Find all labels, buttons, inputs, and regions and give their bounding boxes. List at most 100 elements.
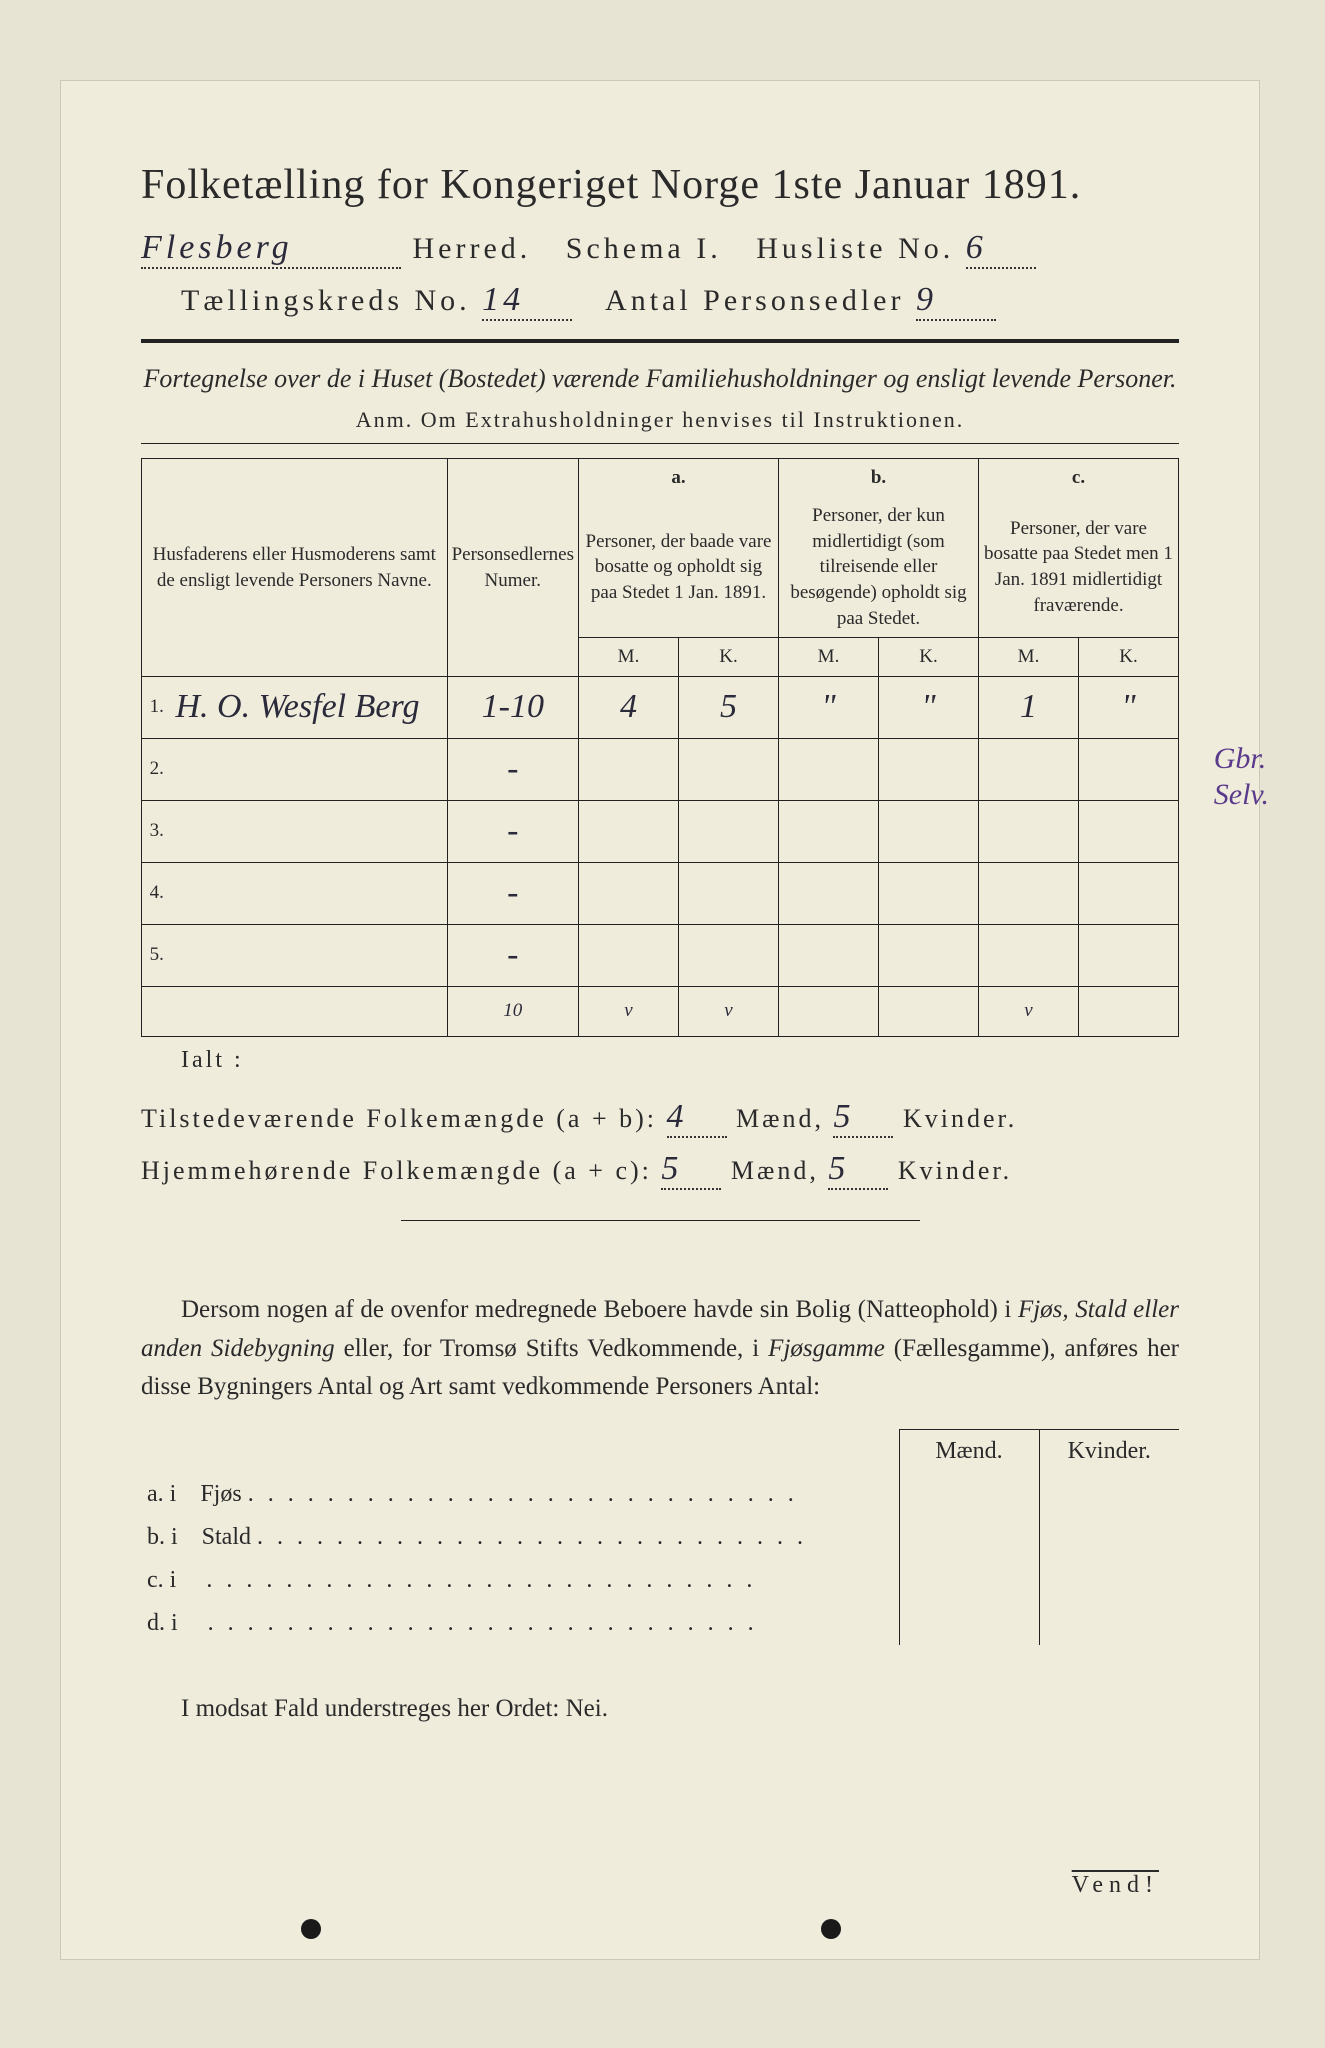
- cell-bK: [879, 924, 979, 986]
- row-number: 5.: [142, 924, 172, 986]
- sub-kvinder-cell: [1039, 1602, 1179, 1645]
- cell-bK: [879, 862, 979, 924]
- sub-label: b. i Stald . . . . . . . . . . . . . . .…: [141, 1516, 899, 1559]
- subtable-row: a. i Fjøs . . . . . . . . . . . . . . . …: [141, 1473, 1179, 1516]
- cell-name: [172, 862, 448, 924]
- cell-bM: [779, 924, 879, 986]
- sub-kvinder-cell: [1039, 1516, 1179, 1559]
- summary-line-2: Hjemmehørende Folkemængde (a + c): 5 Mæn…: [141, 1150, 1179, 1190]
- cell-name: H. O. Wesfel Berg: [172, 676, 448, 738]
- th-a-m: M.: [579, 638, 679, 677]
- sub-kvinder-cell: [1039, 1559, 1179, 1602]
- cell-aK: [679, 924, 779, 986]
- sub-label: c. i . . . . . . . . . . . . . . . . . .…: [141, 1559, 899, 1602]
- binding-hole: [821, 1919, 841, 1939]
- subtable-row: c. i . . . . . . . . . . . . . . . . . .…: [141, 1559, 1179, 1602]
- th-c: Personer, der vare bosatte paa Stedet me…: [979, 497, 1179, 638]
- rule-2: [141, 443, 1179, 444]
- sub-th-kvinder: Kvinder.: [1039, 1430, 1179, 1474]
- husliste-label: Husliste No.: [756, 232, 954, 265]
- th-a-top: a.: [579, 459, 779, 497]
- vend-label: Vend!: [1072, 1872, 1159, 1899]
- husliste-value: 6: [966, 229, 987, 266]
- personsedler-label: Antal Personsedler: [605, 284, 904, 317]
- table-row: 5.-: [142, 924, 1179, 986]
- ialt-label: Ialt :: [181, 1047, 1179, 1074]
- cell-numer: -: [447, 862, 578, 924]
- table-row: 3. -: [142, 800, 1179, 862]
- cell-numer: 1-10: [447, 676, 578, 738]
- cell-cM: [979, 862, 1079, 924]
- row-number: 3.: [142, 800, 172, 862]
- cell-cK: [1079, 924, 1179, 986]
- th-c-k: K.: [1079, 638, 1179, 677]
- header-line-1: Flesberg Herred. Schema I. Husliste No. …: [141, 229, 1179, 269]
- table-row: 4. -: [142, 862, 1179, 924]
- cell-cK: [1079, 738, 1179, 800]
- total-cK: [1079, 986, 1179, 1036]
- footer-text: I modsat Fald understreges her Ordet: Ne…: [141, 1695, 1179, 1723]
- sub-label: a. i Fjøs . . . . . . . . . . . . . . . …: [141, 1473, 899, 1516]
- total-aM: v: [579, 986, 679, 1036]
- cell-bM: [779, 800, 879, 862]
- main-title: Folketælling for Kongeriget Norge 1ste J…: [141, 161, 1179, 209]
- th-b-top: b.: [779, 459, 979, 497]
- census-form-page: Folketælling for Kongeriget Norge 1ste J…: [60, 80, 1260, 1960]
- total-bM: [779, 986, 879, 1036]
- cell-cK: [1079, 800, 1179, 862]
- th-a-k: K.: [679, 638, 779, 677]
- cell-bK: ": [879, 676, 979, 738]
- total-aK: v: [679, 986, 779, 1036]
- sub-maend-cell: [899, 1602, 1039, 1645]
- cell-aK: [679, 862, 779, 924]
- sub-maend-cell: [899, 1516, 1039, 1559]
- table-row: 1.H. O. Wesfel Berg1-1045""1": [142, 676, 1179, 738]
- cell-name: [172, 800, 448, 862]
- row-number: 2.: [142, 738, 172, 800]
- building-table: Mænd. Kvinder. a. i Fjøs . . . . . . . .…: [141, 1429, 1179, 1645]
- cell-bK: [879, 738, 979, 800]
- table-row: 2. -: [142, 738, 1179, 800]
- cell-bK: [879, 800, 979, 862]
- cell-aM: [579, 738, 679, 800]
- cell-numer: -: [447, 738, 578, 800]
- cell-aM: [579, 800, 679, 862]
- th-numer: Personsedlernes Numer.: [447, 459, 578, 676]
- cell-bM: [779, 738, 879, 800]
- sub-maend-cell: [899, 1473, 1039, 1516]
- cell-bM: [779, 862, 879, 924]
- cell-numer: -: [447, 800, 578, 862]
- personsedler-value: 9: [916, 281, 937, 318]
- th-c-m: M.: [979, 638, 1079, 677]
- subtitle: Fortegnelse over de i Huset (Bostedet) v…: [141, 361, 1179, 397]
- cell-cK: [1079, 862, 1179, 924]
- th-b-k: K.: [879, 638, 979, 677]
- row-number: 4.: [142, 862, 172, 924]
- s1-m: 4: [667, 1098, 687, 1135]
- sub-th-maend: Mænd.: [899, 1430, 1039, 1474]
- subtable-row: b. i Stald . . . . . . . . . . . . . . .…: [141, 1516, 1179, 1559]
- census-table: Husfaderens eller Husmoderens samt de en…: [141, 458, 1179, 1036]
- cell-cM: [979, 924, 1079, 986]
- total-cM: v: [979, 986, 1079, 1036]
- cell-aK: [679, 738, 779, 800]
- cell-cM: 1: [979, 676, 1079, 738]
- cell-aK: 5: [679, 676, 779, 738]
- cell-bM: ": [779, 676, 879, 738]
- rule-3: [401, 1220, 920, 1221]
- cell-aM: [579, 924, 679, 986]
- th-b-m: M.: [779, 638, 879, 677]
- total-numer: 10: [447, 986, 578, 1036]
- rule-1: [141, 339, 1179, 343]
- cell-cM: [979, 800, 1079, 862]
- cell-name: [172, 924, 448, 986]
- th-b: Personer, der kun midlertidigt (som tilr…: [779, 497, 979, 638]
- herred-value: Flesberg: [141, 229, 293, 266]
- s2-k: 5: [828, 1150, 848, 1187]
- s2-m: 5: [661, 1150, 681, 1187]
- cell-name: [172, 738, 448, 800]
- s1-k: 5: [833, 1098, 853, 1135]
- herred-label: Herred.: [413, 232, 532, 265]
- sub-maend-cell: [899, 1559, 1039, 1602]
- kreds-value: 14: [482, 281, 524, 318]
